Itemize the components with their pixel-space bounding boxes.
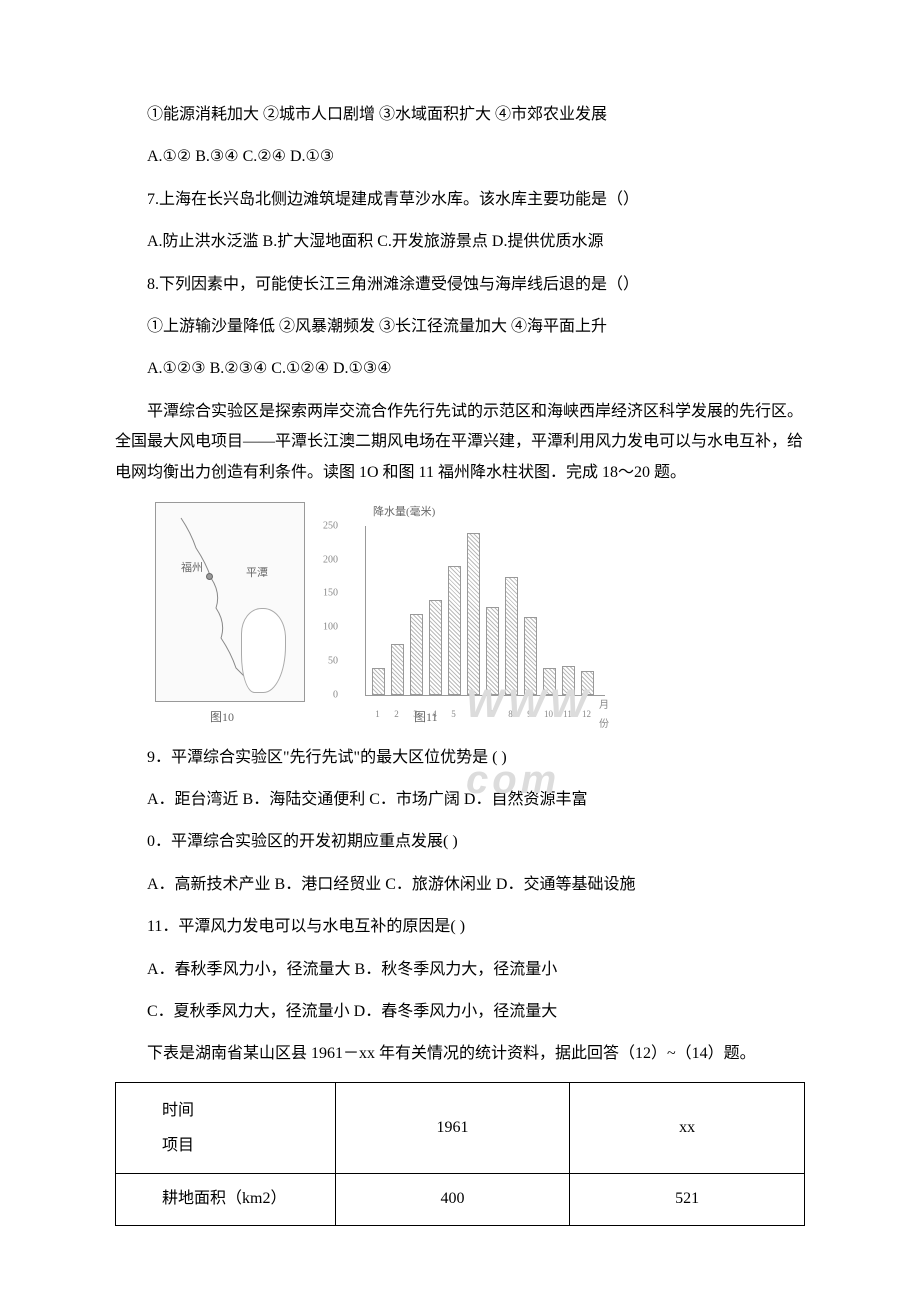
map-figure-10: 福州 平潭 [155,502,305,702]
statistics-table: 时间 项目 1961 xx 耕地面积（km2） 400 521 [115,1082,805,1226]
chart-y-tick: 150 [323,584,338,603]
answer-options-q7: A.防止洪水泛滥 B.扩大湿地面积 C.开发旅游景点 D.提供优质水源 [115,227,805,257]
question-8: 8.下列因素中，可能使长江三角洲滩涂遭受侵蚀与海岸线后退的是（） [115,270,805,300]
option-list-q6: ①能源消耗加大 ②城市人口剧增 ③水域面积扩大 ④市郊农业发展 [115,100,805,130]
chart-bar [410,614,423,695]
table-cell-arable-xx: 521 [570,1174,805,1225]
answer-options-q11-cd: C．夏秋季风力大，径流量小 D．春冬季风力小，径流量大 [115,997,805,1027]
chart-y-tick: 50 [328,651,338,670]
question-11: 11．平潭风力发电可以与水电互补的原因是( ) [115,912,805,942]
chart-x-tick: 8 [504,706,517,723]
chart-bar [524,617,537,695]
chart-x-tick: 5 [447,706,460,723]
map-label-fuzhou: 福州 [181,558,203,579]
chart-bar [429,600,442,695]
table-header-xx: xx [570,1082,805,1173]
bar-chart-figure-11: 降水量(毫米) 250200150100500 WWW com 12345678… [335,502,605,702]
table-header-row: 时间 项目 1961 xx [116,1082,805,1173]
table-header-1961: 1961 [335,1082,570,1173]
figure-label-10: 图10 [210,706,234,729]
chart-bar [486,607,499,695]
map-label-pingtan: 平潭 [246,563,268,584]
answer-options-q6: A.①② B.③④ C.②④ D.①③ [115,142,805,172]
table-cell-arable-label: 耕地面积（km2） [116,1174,336,1225]
fuzhou-dot-icon [206,573,213,580]
figure-block: 福州 平潭 降水量(毫米) 250200150100500 WWW com 12… [155,502,805,729]
chart-y-tick: 250 [323,516,338,535]
chart-x-tick: 3 [409,706,422,723]
chart-bar [391,644,404,695]
chart-x-tick: 2 [390,706,403,723]
chart-bar [372,668,385,695]
chart-x-tick: 1 [371,706,384,723]
chart-x-tick: 4 [428,706,441,723]
chart-x-tick: 12 [580,706,593,723]
figure-row: 福州 平潭 降水量(毫米) 250200150100500 WWW com 12… [155,502,805,702]
chart-bar [581,671,594,695]
chart-bar [448,566,461,694]
chart-y-tick: 100 [323,618,338,637]
table-header-item: 项目 [130,1128,321,1163]
table-header-time-item: 时间 项目 [116,1082,336,1173]
table-header-time: 时间 [130,1093,321,1128]
chart-bar [562,666,575,694]
question-9: 9．平潭综合实验区"先行先试"的最大区位优势是 ( ) [115,743,805,773]
chart-x-tick: 6 [466,706,479,723]
chart-y-tick: 200 [323,550,338,569]
chart-x-tick: 10 [542,706,555,723]
question-10: 0．平潭综合实验区的开发初期应重点发展( ) [115,827,805,857]
table-row: 耕地面积（km2） 400 521 [116,1174,805,1225]
passage-pingtan: 平潭综合实验区是探索两岸交流合作先行先试的示范区和海峡西岸经济区科学发展的先行区… [115,397,805,488]
chart-x-tick: 11 [561,706,574,723]
answer-options-q10: A．高新技术产业 B．港口经贸业 C．旅游休闲业 D．交通等基础设施 [115,870,805,900]
answer-options-q9: A．距台湾近 B．海陆交通便利 C．市场广阔 D．自然资源丰富 [115,785,805,815]
answer-options-q11-ab: A．春秋季风力小，径流量大 B．秋冬季风力大，径流量小 [115,955,805,985]
option-list-q8: ①上游输沙量降低 ②风暴潮频发 ③长江径流量加大 ④海平面上升 [115,312,805,342]
chart-bar [467,533,480,695]
question-7: 7.上海在长兴岛北侧边滩筑堤建成青草沙水库。该水库主要功能是（） [115,185,805,215]
answer-options-q8: A.①②③ B.②③④ C.①②④ D.①③④ [115,354,805,384]
chart-y-axis-title: 降水量(毫米) [373,502,605,523]
chart-bars [366,526,605,695]
table-intro-paragraph: 下表是湖南省某山区县 1961－xx 年有关情况的统计资料，据此回答（12）~（… [115,1039,805,1069]
chart-x-tick: 7 [485,706,498,723]
chart-x-tick: 9 [523,706,536,723]
chart-plot-area: 250200150100500 WWW com [365,526,605,696]
chart-y-tick: 0 [333,685,338,704]
chart-bar [505,577,518,695]
chart-x-labels: 123456789101112 [371,706,593,723]
chart-x-axis-label: 月份 [599,696,609,734]
chart-bar [543,668,556,695]
table-cell-arable-1961: 400 [335,1174,570,1225]
